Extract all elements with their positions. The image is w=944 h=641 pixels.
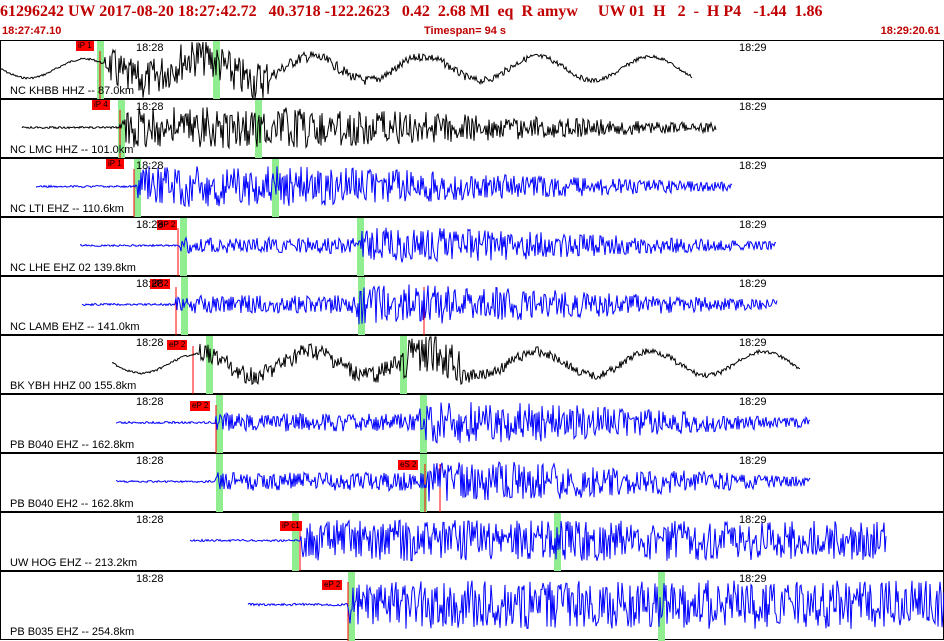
seismogram-panel[interactable]: eP 2 18:28 18:29 PB B040 EHZ -- 162.8km xyxy=(0,394,944,454)
time-label-1: 18:28 xyxy=(136,219,164,231)
phase-pick[interactable]: iP 1 xyxy=(76,41,94,51)
waveform xyxy=(247,572,944,641)
time-label-1: 18:28 xyxy=(136,160,164,172)
seismogram-panel[interactable]: iP c1 18:28 18:29 UW HOG EHZ -- 213.2km xyxy=(0,512,944,572)
waveform-trace xyxy=(247,580,944,629)
seismogram-panels: iP 1 18:28 18:29 NC KHBB HHZ -- 87.0km i… xyxy=(0,40,944,641)
phase-pick[interactable]: eP 2 xyxy=(190,401,211,411)
phase-pick[interactable]: eS 2 xyxy=(398,460,419,470)
station-label: NC LHE EHZ 02 139.8km xyxy=(10,262,136,274)
station-label: PB B040 EHZ -- 162.8km xyxy=(10,439,135,451)
phase-pick[interactable]: iP 4 xyxy=(92,100,110,110)
window-marker xyxy=(292,513,299,572)
waveform-trace xyxy=(115,402,811,444)
waveform-trace xyxy=(111,336,801,386)
waveform xyxy=(111,336,801,395)
time-label-1: 18:28 xyxy=(136,101,164,113)
timespan: Timespan= 94 s xyxy=(424,25,507,37)
waveform xyxy=(81,277,778,336)
waveform xyxy=(35,159,733,218)
time-bar: 18:27:47.10 Timespan= 94 s 18:29:20.61 xyxy=(0,24,944,40)
window-marker xyxy=(118,100,125,159)
seismogram-panel[interactable]: eS 2 18:28 18:29 PB B040 EH2 -- 162.8km xyxy=(0,453,944,513)
station-label: PB B035 EHZ -- 254.8km xyxy=(10,626,135,638)
waveform xyxy=(79,218,777,277)
phase-pick[interactable]: eP 2 xyxy=(167,340,188,350)
station-label: PB B040 EH2 -- 162.8km xyxy=(10,498,134,510)
seismogram-panel[interactable]: eP 2 18:28 18:29 PB B035 EHZ -- 254.8km xyxy=(0,571,944,641)
time-label-1: 18:28 xyxy=(136,337,164,349)
waveform-trace xyxy=(79,227,777,263)
left-border xyxy=(0,40,1,640)
waveform-trace xyxy=(81,284,778,325)
time-label-2: 18:29 xyxy=(739,160,767,172)
time-label-1: 18:28 xyxy=(136,278,164,290)
time-label-2: 18:29 xyxy=(739,573,767,585)
time-label-2: 18:29 xyxy=(739,101,767,113)
window-marker xyxy=(216,395,223,454)
waveform-trace xyxy=(35,166,733,208)
start-time: 18:27:47.10 xyxy=(2,25,62,37)
time-label-1: 18:28 xyxy=(136,455,164,467)
waveform xyxy=(115,454,811,513)
window-marker xyxy=(348,572,355,641)
phase-pick[interactable]: eP 2 xyxy=(150,279,171,289)
time-label-2: 18:29 xyxy=(739,42,767,54)
event-title: 61296242 UW 2017-08-20 18:27:42.72 40.37… xyxy=(0,3,823,20)
phase-pick[interactable]: iP c1 xyxy=(280,521,302,531)
seismogram-panel[interactable]: eP 2 18:28 18:29 NC LHE EHZ 02 139.8km xyxy=(0,217,944,277)
phase-pick[interactable]: eP 2 xyxy=(157,220,178,230)
station-label: BK YBH HHZ 00 155.8km xyxy=(10,380,137,392)
window-marker xyxy=(658,572,665,641)
waveform xyxy=(189,513,887,572)
phase-pick[interactable]: eP 2 xyxy=(322,580,343,590)
window-marker xyxy=(180,218,187,277)
window-marker xyxy=(206,336,213,395)
waveform-trace xyxy=(189,519,887,562)
phase-pick[interactable]: iP 1 xyxy=(106,159,124,169)
seismogram-panel[interactable]: iP 4 18:28 18:29 NC LMC HHZ -- 101.0km xyxy=(0,99,944,159)
seismogram-panel[interactable]: eP 2 18:28 18:29 NC LAMB EHZ -- 141.0km xyxy=(0,276,944,336)
station-label: NC KHBB HHZ -- 87.0km xyxy=(10,85,135,97)
waveform xyxy=(21,100,717,159)
waveform-trace xyxy=(115,461,811,502)
waveform xyxy=(0,41,693,100)
time-label-1: 18:28 xyxy=(136,514,164,526)
time-label-2: 18:29 xyxy=(739,278,767,290)
seismogram-panel[interactable]: eP 2 18:28 18:29 BK YBH HHZ 00 155.8km xyxy=(0,335,944,395)
waveform-trace xyxy=(0,41,693,99)
station-label: NC LMC HHZ -- 101.0km xyxy=(10,144,134,156)
time-label-1: 18:28 xyxy=(136,573,164,585)
waveform xyxy=(115,395,811,454)
seismogram-panel[interactable]: iP 1 18:28 18:29 NC LTI EHZ -- 110.6km xyxy=(0,158,944,218)
time-label-2: 18:29 xyxy=(739,337,767,349)
end-time: 18:29:20.61 xyxy=(880,25,940,37)
time-label-1: 18:28 xyxy=(136,42,164,54)
time-label-2: 18:29 xyxy=(739,219,767,231)
station-label: NC LAMB EHZ -- 141.0km xyxy=(10,321,140,333)
station-label: NC LTI EHZ -- 110.6km xyxy=(10,203,124,215)
time-label-2: 18:29 xyxy=(739,455,767,467)
time-label-2: 18:29 xyxy=(739,514,767,526)
station-label: UW HOG EHZ -- 213.2km xyxy=(10,557,138,569)
time-label-2: 18:29 xyxy=(739,396,767,408)
waveform-trace xyxy=(21,107,717,150)
window-marker xyxy=(255,100,262,159)
seismogram-panel[interactable]: iP 1 18:28 18:29 NC KHBB HHZ -- 87.0km xyxy=(0,40,944,100)
time-label-1: 18:28 xyxy=(136,396,164,408)
